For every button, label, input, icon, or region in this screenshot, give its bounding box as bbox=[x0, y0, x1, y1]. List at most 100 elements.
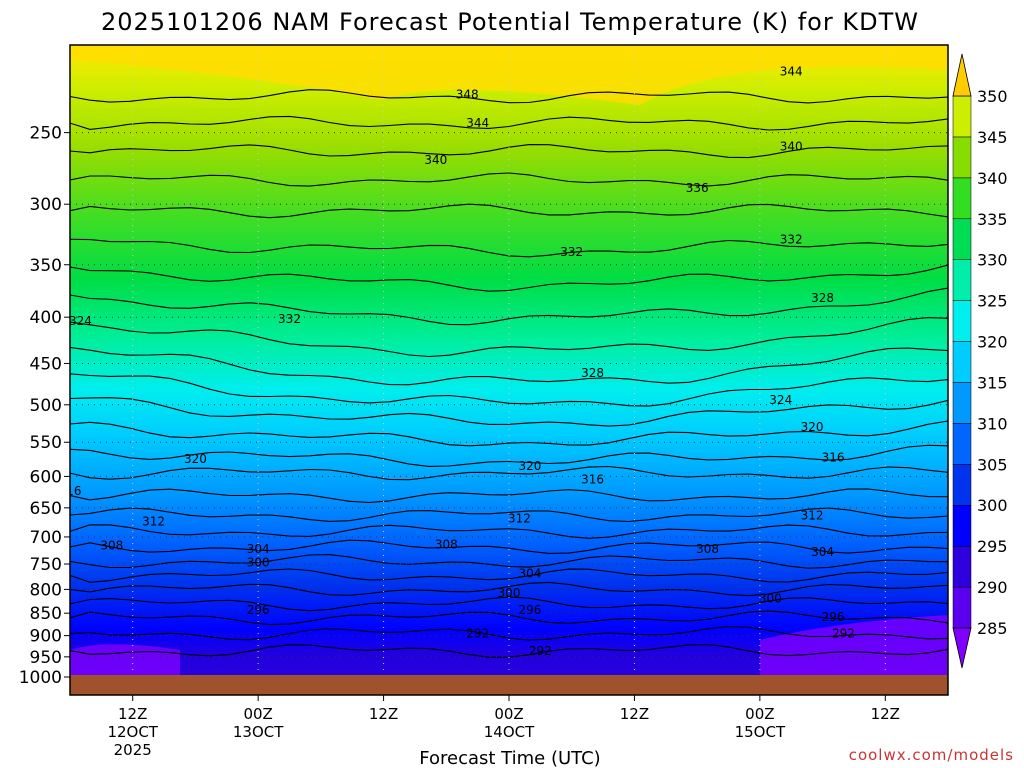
contour-label: 296 bbox=[518, 603, 541, 617]
colorbar-label: 345 bbox=[977, 128, 1008, 147]
contour-line bbox=[70, 172, 948, 187]
colorbar-label: 305 bbox=[977, 455, 1008, 474]
x-tick-label: 12Z bbox=[620, 705, 649, 723]
colorbar: 285 290 295 300 305 310 315 320 325 330 335 340 345 3… bbox=[952, 53, 1008, 669]
x-tick-label: 12Z bbox=[871, 705, 900, 723]
x-tick-label: 00Z bbox=[494, 705, 523, 723]
surface-ground bbox=[70, 675, 948, 695]
colorbar-segment bbox=[952, 586, 972, 629]
colorbar-segment bbox=[952, 259, 972, 301]
credit-text: coolwx.com/models bbox=[849, 746, 1014, 764]
x-tick-date: 12OCT bbox=[107, 723, 158, 741]
contour-label: 332 bbox=[560, 245, 583, 259]
contour-line bbox=[70, 89, 948, 104]
y-tick-label: 800 bbox=[30, 580, 62, 600]
plot-area: 348 344 344 340 340 336 332 332 332 328 328 324 324 3… bbox=[59, 45, 948, 695]
y-tick-label: 400 bbox=[30, 308, 62, 328]
contour-label: 304 bbox=[247, 542, 270, 556]
colorbar-segment bbox=[952, 504, 972, 547]
colorbar-segment bbox=[952, 341, 972, 383]
contour-label: 324 bbox=[69, 314, 92, 328]
y-tick-label: 650 bbox=[30, 499, 62, 519]
y-tick-label: 350 bbox=[30, 256, 62, 276]
contour-label: 332 bbox=[780, 232, 803, 246]
contour-label: 312 bbox=[142, 514, 165, 528]
contour-line bbox=[70, 115, 948, 131]
y-tick-label: 250 bbox=[30, 124, 62, 144]
contour-line bbox=[70, 287, 948, 326]
y-tick-label: 900 bbox=[30, 627, 62, 647]
contour-label: 300 bbox=[759, 592, 782, 606]
x-axis-label: Forecast Time (UTC) bbox=[419, 748, 600, 768]
contour-line bbox=[70, 524, 948, 539]
colorbar-segment bbox=[952, 545, 972, 588]
colorbar-label: 325 bbox=[977, 292, 1008, 311]
y-tick-label: 750 bbox=[30, 555, 62, 575]
y-tick-label: 500 bbox=[30, 396, 62, 416]
contour-label: 308 bbox=[435, 538, 458, 552]
colorbar-segment bbox=[952, 218, 972, 260]
x-tick-date: 15OCT bbox=[735, 723, 786, 741]
contour-label: 316 bbox=[59, 484, 82, 498]
contour-line bbox=[70, 264, 948, 292]
colorbar-label: 295 bbox=[977, 537, 1008, 556]
colorbar-label: 290 bbox=[977, 578, 1008, 597]
contour-label: 316 bbox=[581, 473, 604, 487]
contour-line bbox=[70, 465, 948, 481]
contour-label: 332 bbox=[278, 312, 301, 326]
contour-line bbox=[70, 626, 948, 641]
cold-lower-region-right bbox=[760, 615, 948, 680]
colorbar-segment bbox=[952, 136, 972, 179]
colorbar-label: 340 bbox=[977, 169, 1008, 188]
contour-label: 324 bbox=[769, 393, 792, 407]
x-tick-date: 13OCT bbox=[233, 723, 284, 741]
colorbar-segment bbox=[952, 464, 972, 506]
contour-label: 304 bbox=[811, 545, 834, 559]
contour-line bbox=[70, 346, 948, 386]
contour-label: 296 bbox=[247, 603, 270, 617]
colorbar-label: 285 bbox=[977, 619, 1008, 638]
contour-label: 340 bbox=[780, 140, 803, 154]
y-tick-label: 450 bbox=[30, 354, 62, 374]
colorbar-label: 310 bbox=[977, 414, 1008, 433]
contour-line bbox=[70, 539, 948, 554]
contour-label: 340 bbox=[424, 153, 447, 167]
colorbar-label: 330 bbox=[977, 251, 1008, 270]
contour-label: 308 bbox=[100, 538, 123, 552]
x-tick-year: 2025 bbox=[114, 741, 152, 759]
y-tick-label: 950 bbox=[30, 648, 62, 668]
contour-line bbox=[70, 554, 948, 569]
colorbar-segment bbox=[952, 177, 972, 220]
y-tick-label: 550 bbox=[30, 433, 62, 453]
gridlines bbox=[70, 45, 948, 695]
colorbar-label: 315 bbox=[977, 373, 1008, 392]
contour-line bbox=[70, 317, 948, 358]
y-tick-label: 600 bbox=[30, 467, 62, 487]
y-axis: 250 300 350 400 450 500 550 600 650 700 750 800 850 9… bbox=[19, 124, 70, 688]
colorbar-segment bbox=[952, 423, 972, 465]
contour-label: 348 bbox=[456, 88, 479, 102]
contour-labels: 348 344 344 340 340 336 332 332 332 328 328 324 324 3… bbox=[59, 65, 855, 658]
contour-label: 292 bbox=[466, 626, 489, 640]
colorbar-label: 320 bbox=[977, 333, 1008, 352]
contour-label: 312 bbox=[508, 512, 531, 526]
contour-label: 312 bbox=[801, 509, 824, 523]
contour-line bbox=[70, 203, 948, 219]
contour-label: 320 bbox=[801, 420, 824, 434]
y-tick-label: 850 bbox=[30, 604, 62, 624]
cold-lower-region-left bbox=[70, 644, 180, 680]
colorbar-segment bbox=[952, 300, 972, 342]
contour-label: 304 bbox=[518, 566, 541, 580]
colorbar-segment bbox=[952, 382, 972, 424]
contour-line bbox=[70, 420, 948, 447]
contour-line bbox=[70, 581, 948, 597]
contour-line bbox=[70, 397, 948, 427]
contour-label: 296 bbox=[822, 610, 845, 624]
colorbar-lower-extension bbox=[952, 627, 972, 669]
colorbar-label: 350 bbox=[977, 87, 1008, 106]
contour-label: 320 bbox=[518, 459, 541, 473]
colorbar-label: 300 bbox=[977, 496, 1008, 515]
contour-line bbox=[70, 488, 948, 504]
